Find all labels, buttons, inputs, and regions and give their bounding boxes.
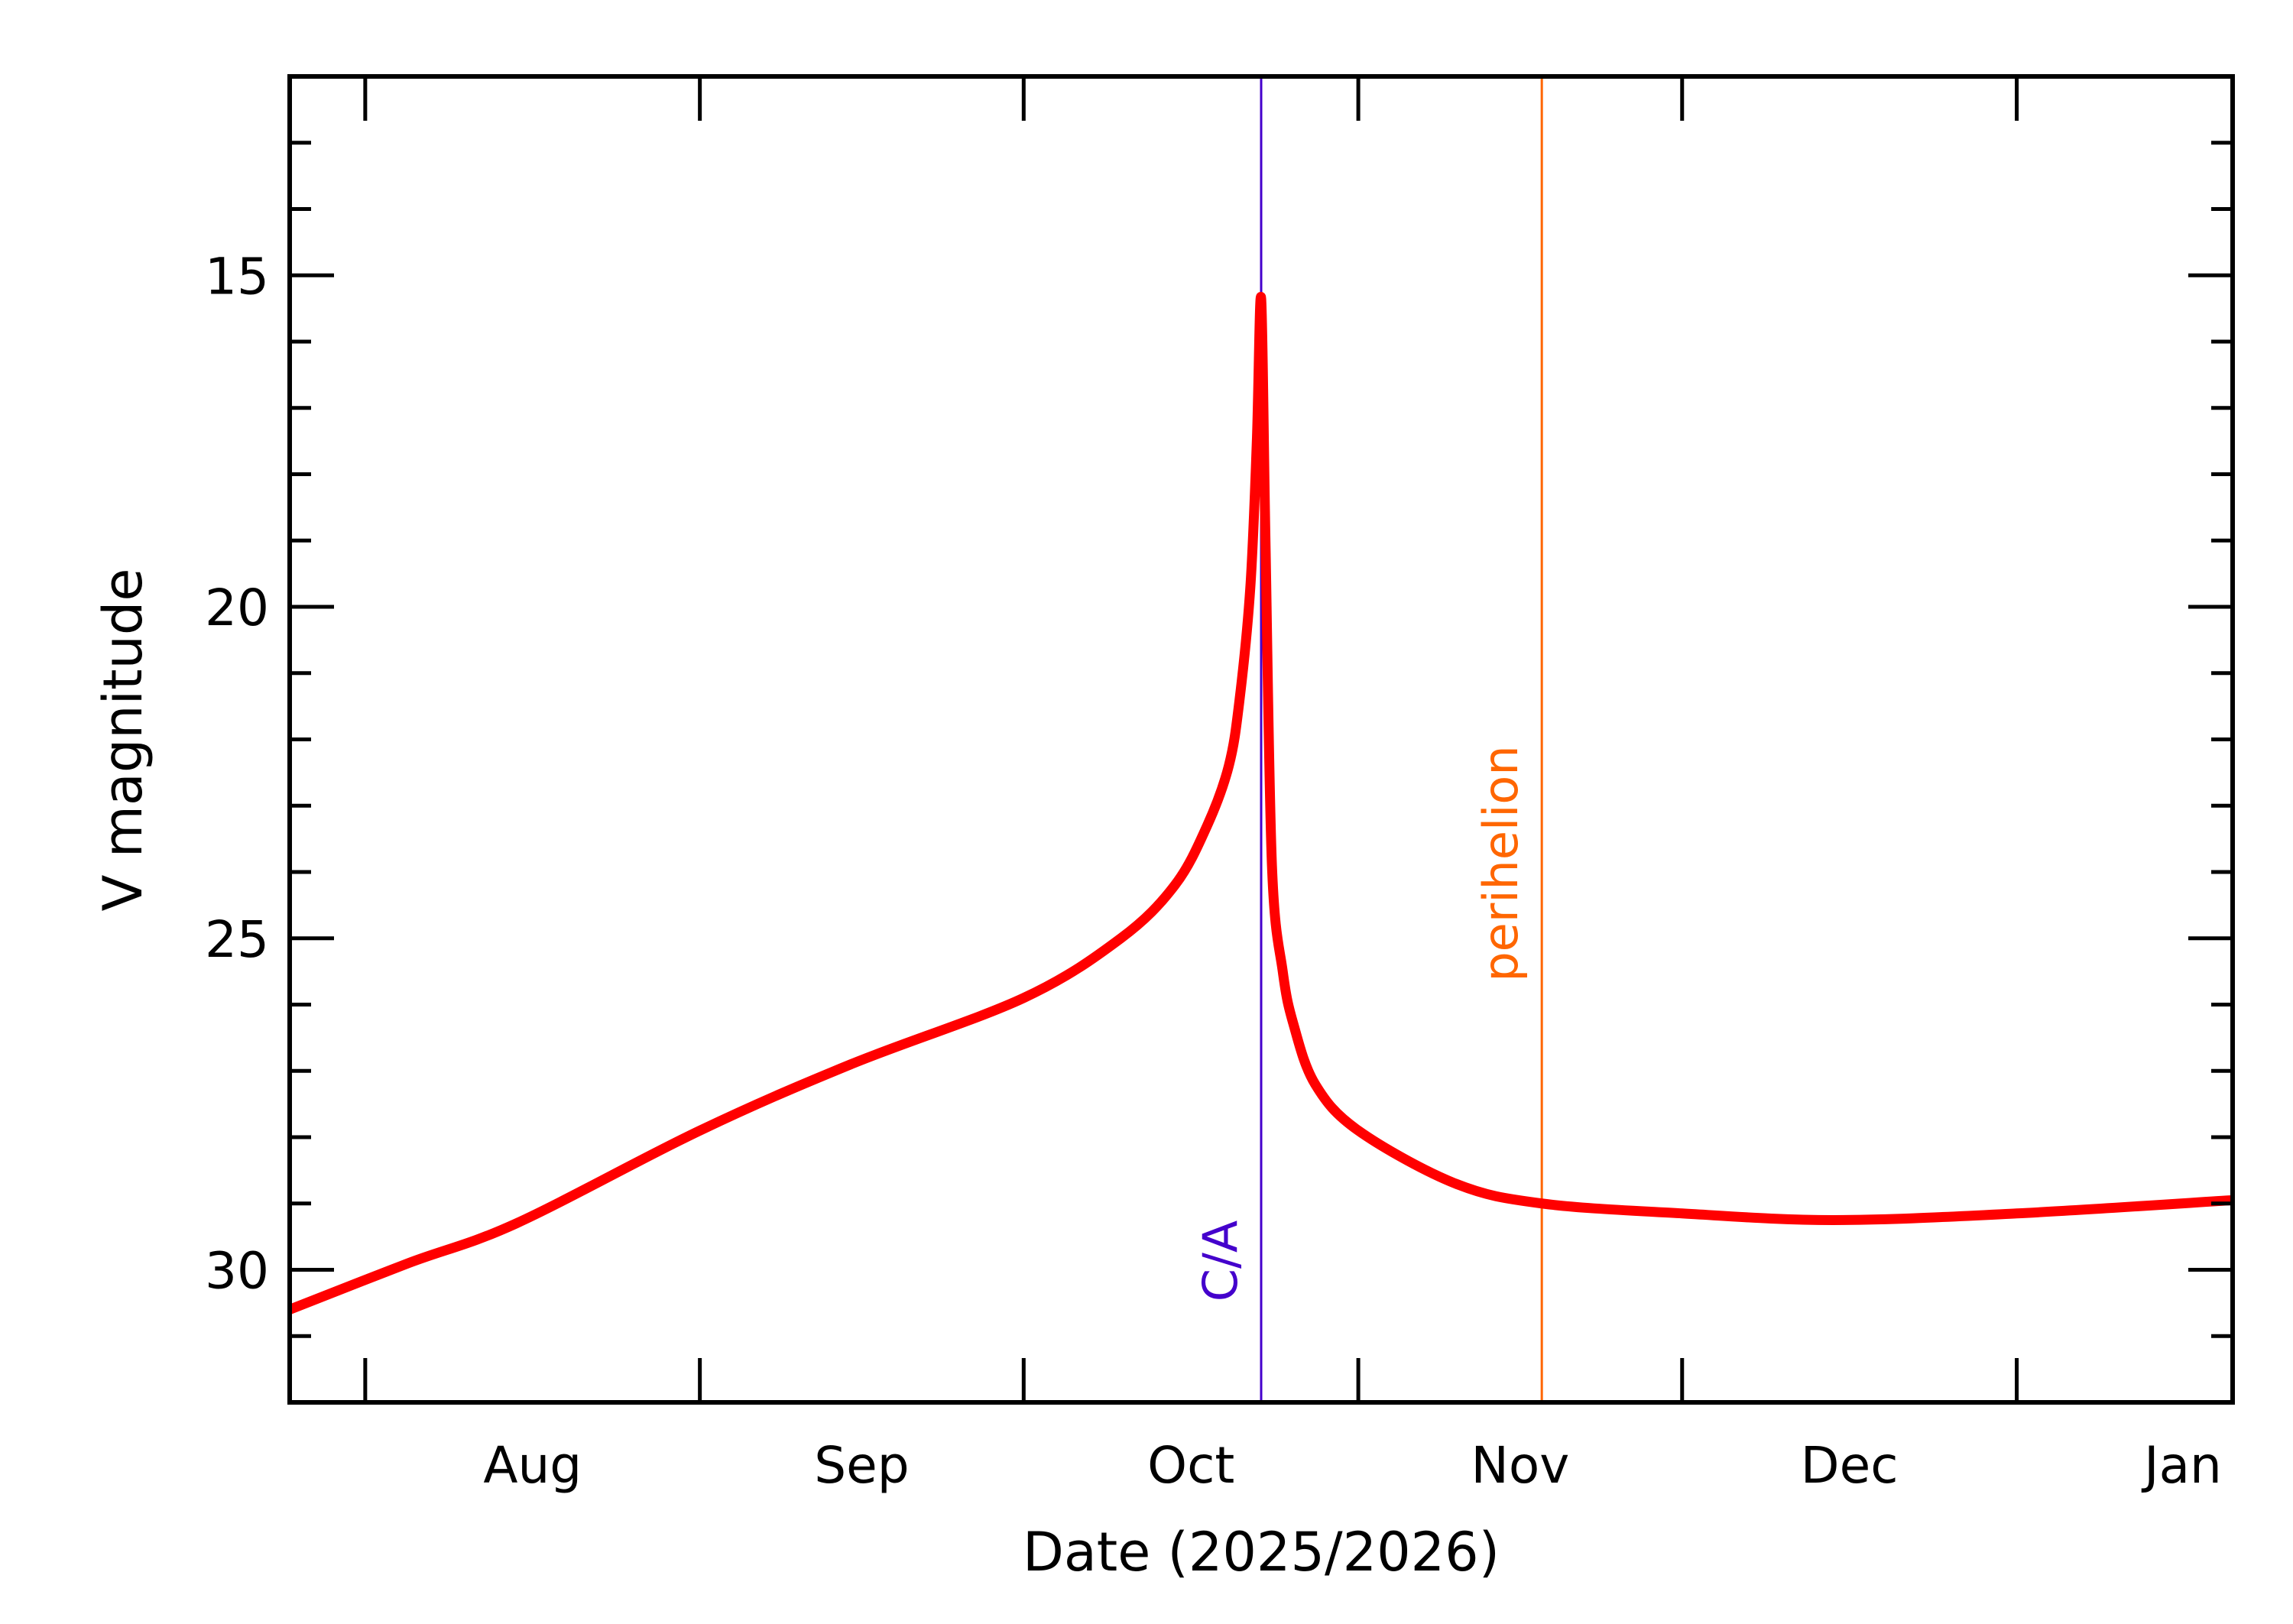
y-tick-label: 15	[205, 247, 269, 306]
data-point	[1239, 699, 1241, 700]
magnitude-curve	[287, 291, 2233, 1314]
y-axis-label: V magnitude	[92, 569, 154, 912]
x-tick-label: Dec	[1801, 1436, 1899, 1495]
x-tick-label: Jan	[2141, 1436, 2222, 1495]
axis-ticks: Aug Sep Oct Nov Dec Jan 15 20 25 30	[205, 76, 2233, 1495]
data-point	[699, 1130, 701, 1131]
x-tick-label: Nov	[1471, 1436, 1570, 1495]
data-point	[1292, 1024, 1294, 1026]
data-point	[1206, 825, 1208, 826]
chart-marks: C/A perihelion	[287, 76, 2233, 1402]
data-point	[1265, 540, 1267, 541]
x-tick-label: Aug	[483, 1436, 582, 1495]
x-axis-label: Date (2025/2026)	[1023, 1521, 1500, 1583]
data-point	[1357, 1130, 1359, 1131]
y-tick-label: 30	[205, 1242, 269, 1301]
data-point	[1455, 1183, 1456, 1185]
data-point	[1228, 765, 1230, 767]
annotation-label: C/A	[1192, 1220, 1248, 1302]
data-point	[1174, 884, 1176, 886]
data-point	[1023, 997, 1024, 999]
y-tick-label: 20	[205, 579, 269, 637]
x-tick-label: Sep	[814, 1436, 909, 1495]
y-tick-label: 25	[205, 910, 269, 969]
annotation-label: perihelion	[1473, 745, 1529, 981]
data-point	[1271, 864, 1273, 866]
data-point	[1260, 298, 1262, 300]
plot-frame	[287, 74, 2235, 1405]
data-point	[516, 1223, 517, 1224]
x-tick-label: Oct	[1147, 1436, 1234, 1495]
data-point	[2016, 1213, 2018, 1214]
